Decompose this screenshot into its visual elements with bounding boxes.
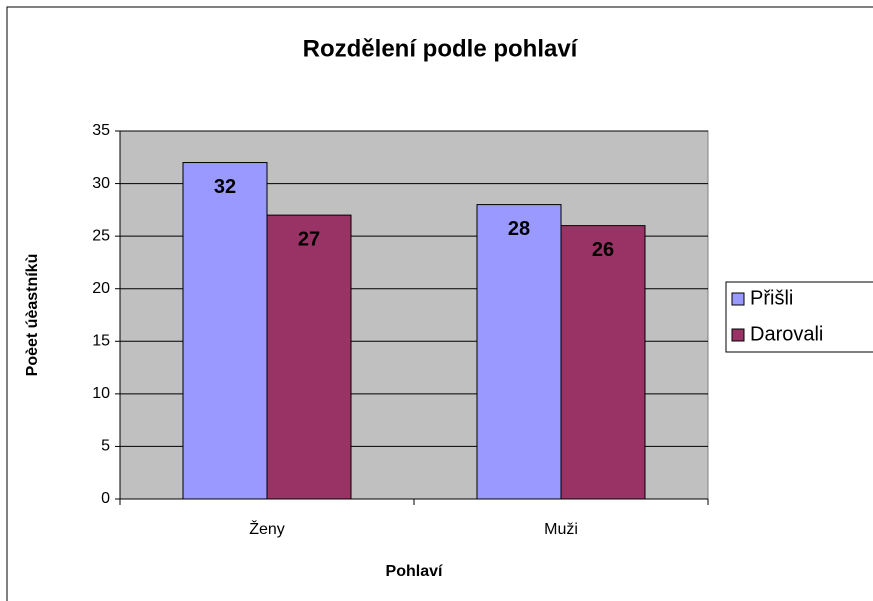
y-tick-label: 25 (92, 227, 110, 244)
x-tick-label: Ženy (249, 519, 285, 538)
x-axis-title: Pohlaví (386, 563, 443, 580)
data-label: 28 (508, 218, 530, 240)
bar (560, 225, 646, 500)
y-tick-label: 15 (92, 333, 110, 350)
y-axis-title: Poèet úèastníkù (24, 254, 41, 377)
y-tick-label: 20 (92, 280, 110, 297)
x-tick-label: Muži (544, 521, 578, 538)
y-tick-label: 30 (92, 175, 110, 192)
legend-swatch (731, 328, 745, 342)
legend-swatch (731, 292, 745, 306)
bar (266, 214, 352, 500)
y-tick-label: 5 (101, 438, 110, 455)
legend-label: Přišli (750, 287, 793, 309)
bar (476, 204, 562, 500)
y-tick-label: 35 (92, 122, 110, 139)
bar (182, 162, 268, 500)
y-tick-label: 10 (92, 385, 110, 402)
data-label: 32 (214, 176, 236, 198)
data-label: 26 (592, 239, 614, 261)
legend-label: Darovali (750, 323, 823, 345)
chart-title: Rozdělení podle pohlaví (303, 35, 579, 62)
y-tick-label: 0 (101, 490, 110, 507)
legend-box (725, 281, 873, 353)
data-label: 27 (298, 228, 320, 250)
